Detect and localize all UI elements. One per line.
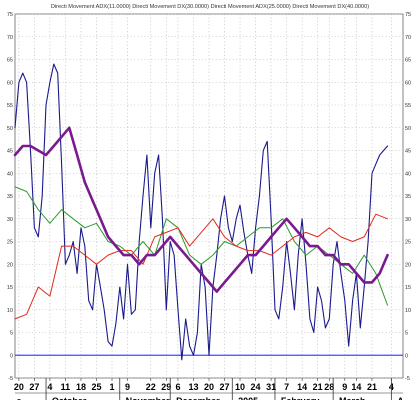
y-tick-label-right: 40 [405, 171, 411, 177]
y-tick-label-right: 45 [405, 149, 411, 155]
y-tick-label-left: 35 [7, 194, 13, 200]
series-line-2 [14, 186, 388, 306]
y-tick-label-right: -5 [405, 376, 410, 382]
x-day-tick-label: 21 [313, 382, 323, 392]
y-tick-label-left: 65 [7, 58, 13, 64]
x-day-tick-label: 25 [91, 382, 101, 392]
y-tick-label-left: 25 [7, 240, 13, 246]
x-day-tick-label: 14 [351, 382, 361, 392]
x-day-tick-label: 10 [235, 382, 245, 392]
y-tick-label-left: 55 [7, 103, 13, 109]
x-month-label: November [126, 396, 171, 400]
x-day-tick-label: 14 [297, 382, 307, 392]
y-tick-label-right: 65 [405, 58, 411, 64]
x-month-label: A [397, 396, 404, 400]
y-tick-label-right: 15 [405, 285, 411, 291]
y-tick-label-left: 75 [7, 12, 13, 18]
y-tick-label-left: 70 [7, 35, 13, 41]
chart-title: Directi Movement ADX(11.0000) Directi Mo… [51, 4, 369, 10]
y-tick-label-left: 45 [7, 149, 13, 155]
x-month-label: February [281, 396, 320, 400]
y-tick-label-left: 40 [7, 171, 13, 177]
x-month-label: December [176, 396, 220, 400]
x-day-tick-label: 9 [125, 382, 130, 392]
x-day-tick-label: 27 [29, 382, 39, 392]
x-month-label: March [339, 396, 366, 400]
y-tick-label-left: 15 [7, 285, 13, 291]
x-day-tick-label: 7 [284, 382, 289, 392]
x-day-tick-label: 20 [204, 382, 214, 392]
y-tick-label-right: 60 [405, 80, 411, 86]
y-tick-label-right: 25 [405, 240, 411, 246]
x-day-tick-label: 1 [109, 382, 114, 392]
grid-layer [14, 13, 404, 379]
x-day-tick-label: 27 [220, 382, 230, 392]
x-month-label: 2005 [238, 396, 258, 400]
x-day-tick-label: 24 [251, 382, 261, 392]
x-day-tick-label: 29 [161, 382, 171, 392]
y-tick-label-left: -5 [8, 376, 13, 382]
y-tick-label-right: 30 [405, 217, 411, 223]
x-day-tick-label: 21 [367, 382, 377, 392]
series-layer [13, 63, 389, 361]
x-month-label: r [17, 396, 21, 400]
y-tick-label-left: 10 [7, 308, 13, 314]
x-month-label: October [52, 396, 87, 400]
x-day-tick-label: 6 [175, 382, 180, 392]
y-tick-label-right: 75 [405, 12, 411, 18]
y-tick-label-left: 30 [7, 217, 13, 223]
y-tick-label-left: 20 [7, 262, 13, 268]
y-tick-label-right: 0 [405, 353, 408, 359]
x-day-tick-label: 11 [61, 382, 71, 392]
x-day-tick-label: 20 [14, 382, 24, 392]
y-tick-label-right: 10 [405, 308, 411, 314]
y-tick-label-left: 0 [10, 353, 13, 359]
series-line-3 [14, 213, 388, 320]
y-tick-label-right: 70 [405, 35, 411, 41]
y-tick-label-right: 5 [405, 331, 408, 337]
y-tick-label-left: 50 [7, 126, 13, 132]
series-line-4 [13, 126, 389, 293]
y-tick-label-right: 50 [405, 126, 411, 132]
x-day-tick-label: 28 [324, 382, 334, 392]
x-day-tick-label: 4 [47, 382, 52, 392]
y-tick-label-left: 5 [10, 331, 13, 337]
x-day-tick-label: 13 [188, 382, 198, 392]
x-day-tick-label: 31 [266, 382, 276, 392]
y-tick-label-right: 20 [405, 262, 411, 268]
y-tick-label-right: 35 [405, 194, 411, 200]
x-day-tick-label: 9 [342, 382, 347, 392]
x-day-tick-label: 22 [146, 382, 156, 392]
y-tick-label-left: 60 [7, 80, 13, 86]
x-day-tick-label: 18 [76, 382, 86, 392]
y-tick-label-right: 55 [405, 103, 411, 109]
